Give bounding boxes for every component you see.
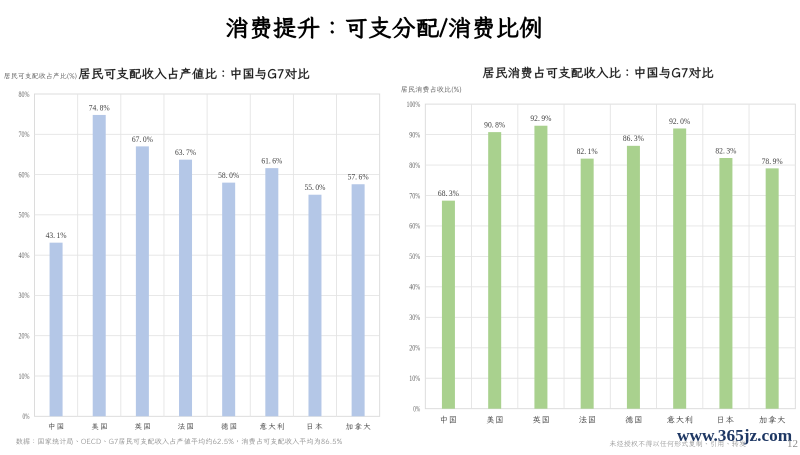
svg-text:70%: 70% (409, 191, 420, 200)
svg-text:90. 8%: 90. 8% (484, 120, 505, 130)
svg-text:100%: 100% (407, 100, 421, 109)
svg-text:90%: 90% (409, 130, 420, 139)
svg-text:61. 6%: 61. 6% (261, 156, 282, 166)
svg-text:20%: 20% (19, 332, 30, 341)
svg-text:58. 0%: 58. 0% (218, 170, 239, 180)
svg-text:82. 1%: 82. 1% (577, 146, 598, 156)
svg-text:40%: 40% (409, 283, 420, 292)
svg-text:0%: 0% (23, 412, 30, 421)
svg-text:60%: 60% (409, 222, 420, 231)
svg-text:43. 1%: 43. 1% (46, 230, 67, 240)
svg-text:92. 9%: 92. 9% (530, 113, 551, 123)
svg-text:80%: 80% (19, 90, 30, 99)
svg-text:57. 6%: 57. 6% (348, 172, 369, 182)
svg-text:40%: 40% (19, 251, 30, 260)
svg-text:20%: 20% (409, 344, 420, 353)
svg-text:0%: 0% (413, 405, 420, 414)
svg-text:10%: 10% (19, 372, 30, 381)
svg-text:78. 9%: 78. 9% (762, 156, 783, 166)
svg-text:86. 3%: 86. 3% (623, 133, 644, 143)
svg-text:80%: 80% (409, 161, 420, 170)
svg-text:92. 0%: 92. 0% (669, 116, 690, 126)
svg-text:55. 0%: 55. 0% (304, 182, 325, 192)
svg-text:10%: 10% (409, 374, 420, 383)
svg-text:30%: 30% (409, 313, 420, 322)
svg-text:www.365jz.com: www.365jz.com (677, 426, 793, 445)
svg-text:74. 8%: 74. 8% (89, 102, 110, 112)
svg-text:50%: 50% (19, 211, 30, 220)
svg-text:30%: 30% (19, 291, 30, 300)
svg-text:60%: 60% (19, 170, 30, 179)
svg-text:63. 7%: 63. 7% (175, 147, 196, 157)
svg-text:82. 3%: 82. 3% (715, 145, 736, 155)
svg-text:12: 12 (787, 439, 798, 450)
svg-text:68. 3%: 68. 3% (438, 188, 459, 198)
svg-text:70%: 70% (19, 130, 30, 139)
svg-text:67. 0%: 67. 0% (132, 134, 153, 144)
svg-text:50%: 50% (409, 252, 420, 261)
